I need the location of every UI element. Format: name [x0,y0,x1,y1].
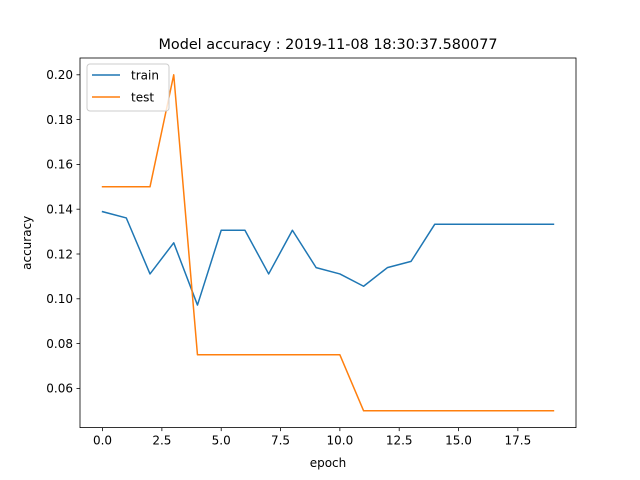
x-axis-label: epoch [310,456,347,470]
legend-label-test: test [131,90,154,104]
x-axis-ticks: 0.0 2.5 5.0 7.5 10.0 12.5 15.0 17.5 [93,427,531,448]
y-tick-label: 0.14 [46,203,73,217]
x-tick-label: 2.5 [152,434,171,448]
chart-title: Model accuracy : 2019-11-08 18:30:37.580… [158,37,497,53]
series-line-test [101,74,555,412]
plot-series [101,74,555,412]
x-tick-label: 10.0 [327,434,354,448]
y-tick-label: 0.16 [46,158,73,172]
x-tick-label: 17.5 [504,434,531,448]
y-tick-label: 0.08 [46,337,73,351]
y-axis-label: accuracy [20,216,34,270]
x-tick-label: 15.0 [445,434,472,448]
plot-frame [79,57,577,429]
x-tick-label: 7.5 [271,434,290,448]
legend: train test [86,63,170,112]
x-tick-label: 5.0 [212,434,231,448]
y-tick-label: 0.18 [46,113,73,127]
y-tick-label: 0.20 [46,68,73,82]
x-tick-label: 12.5 [386,434,413,448]
y-tick-label: 0.12 [46,247,73,261]
x-tick-label: 0.0 [93,434,112,448]
y-axis-ticks: 0.06 0.08 0.10 0.12 0.14 0.16 0.18 0.20 [46,68,80,396]
y-tick-label: 0.10 [46,292,73,306]
series-line-train [101,210,555,306]
legend-label-train: train [131,68,159,82]
y-tick-label: 0.06 [46,382,73,396]
